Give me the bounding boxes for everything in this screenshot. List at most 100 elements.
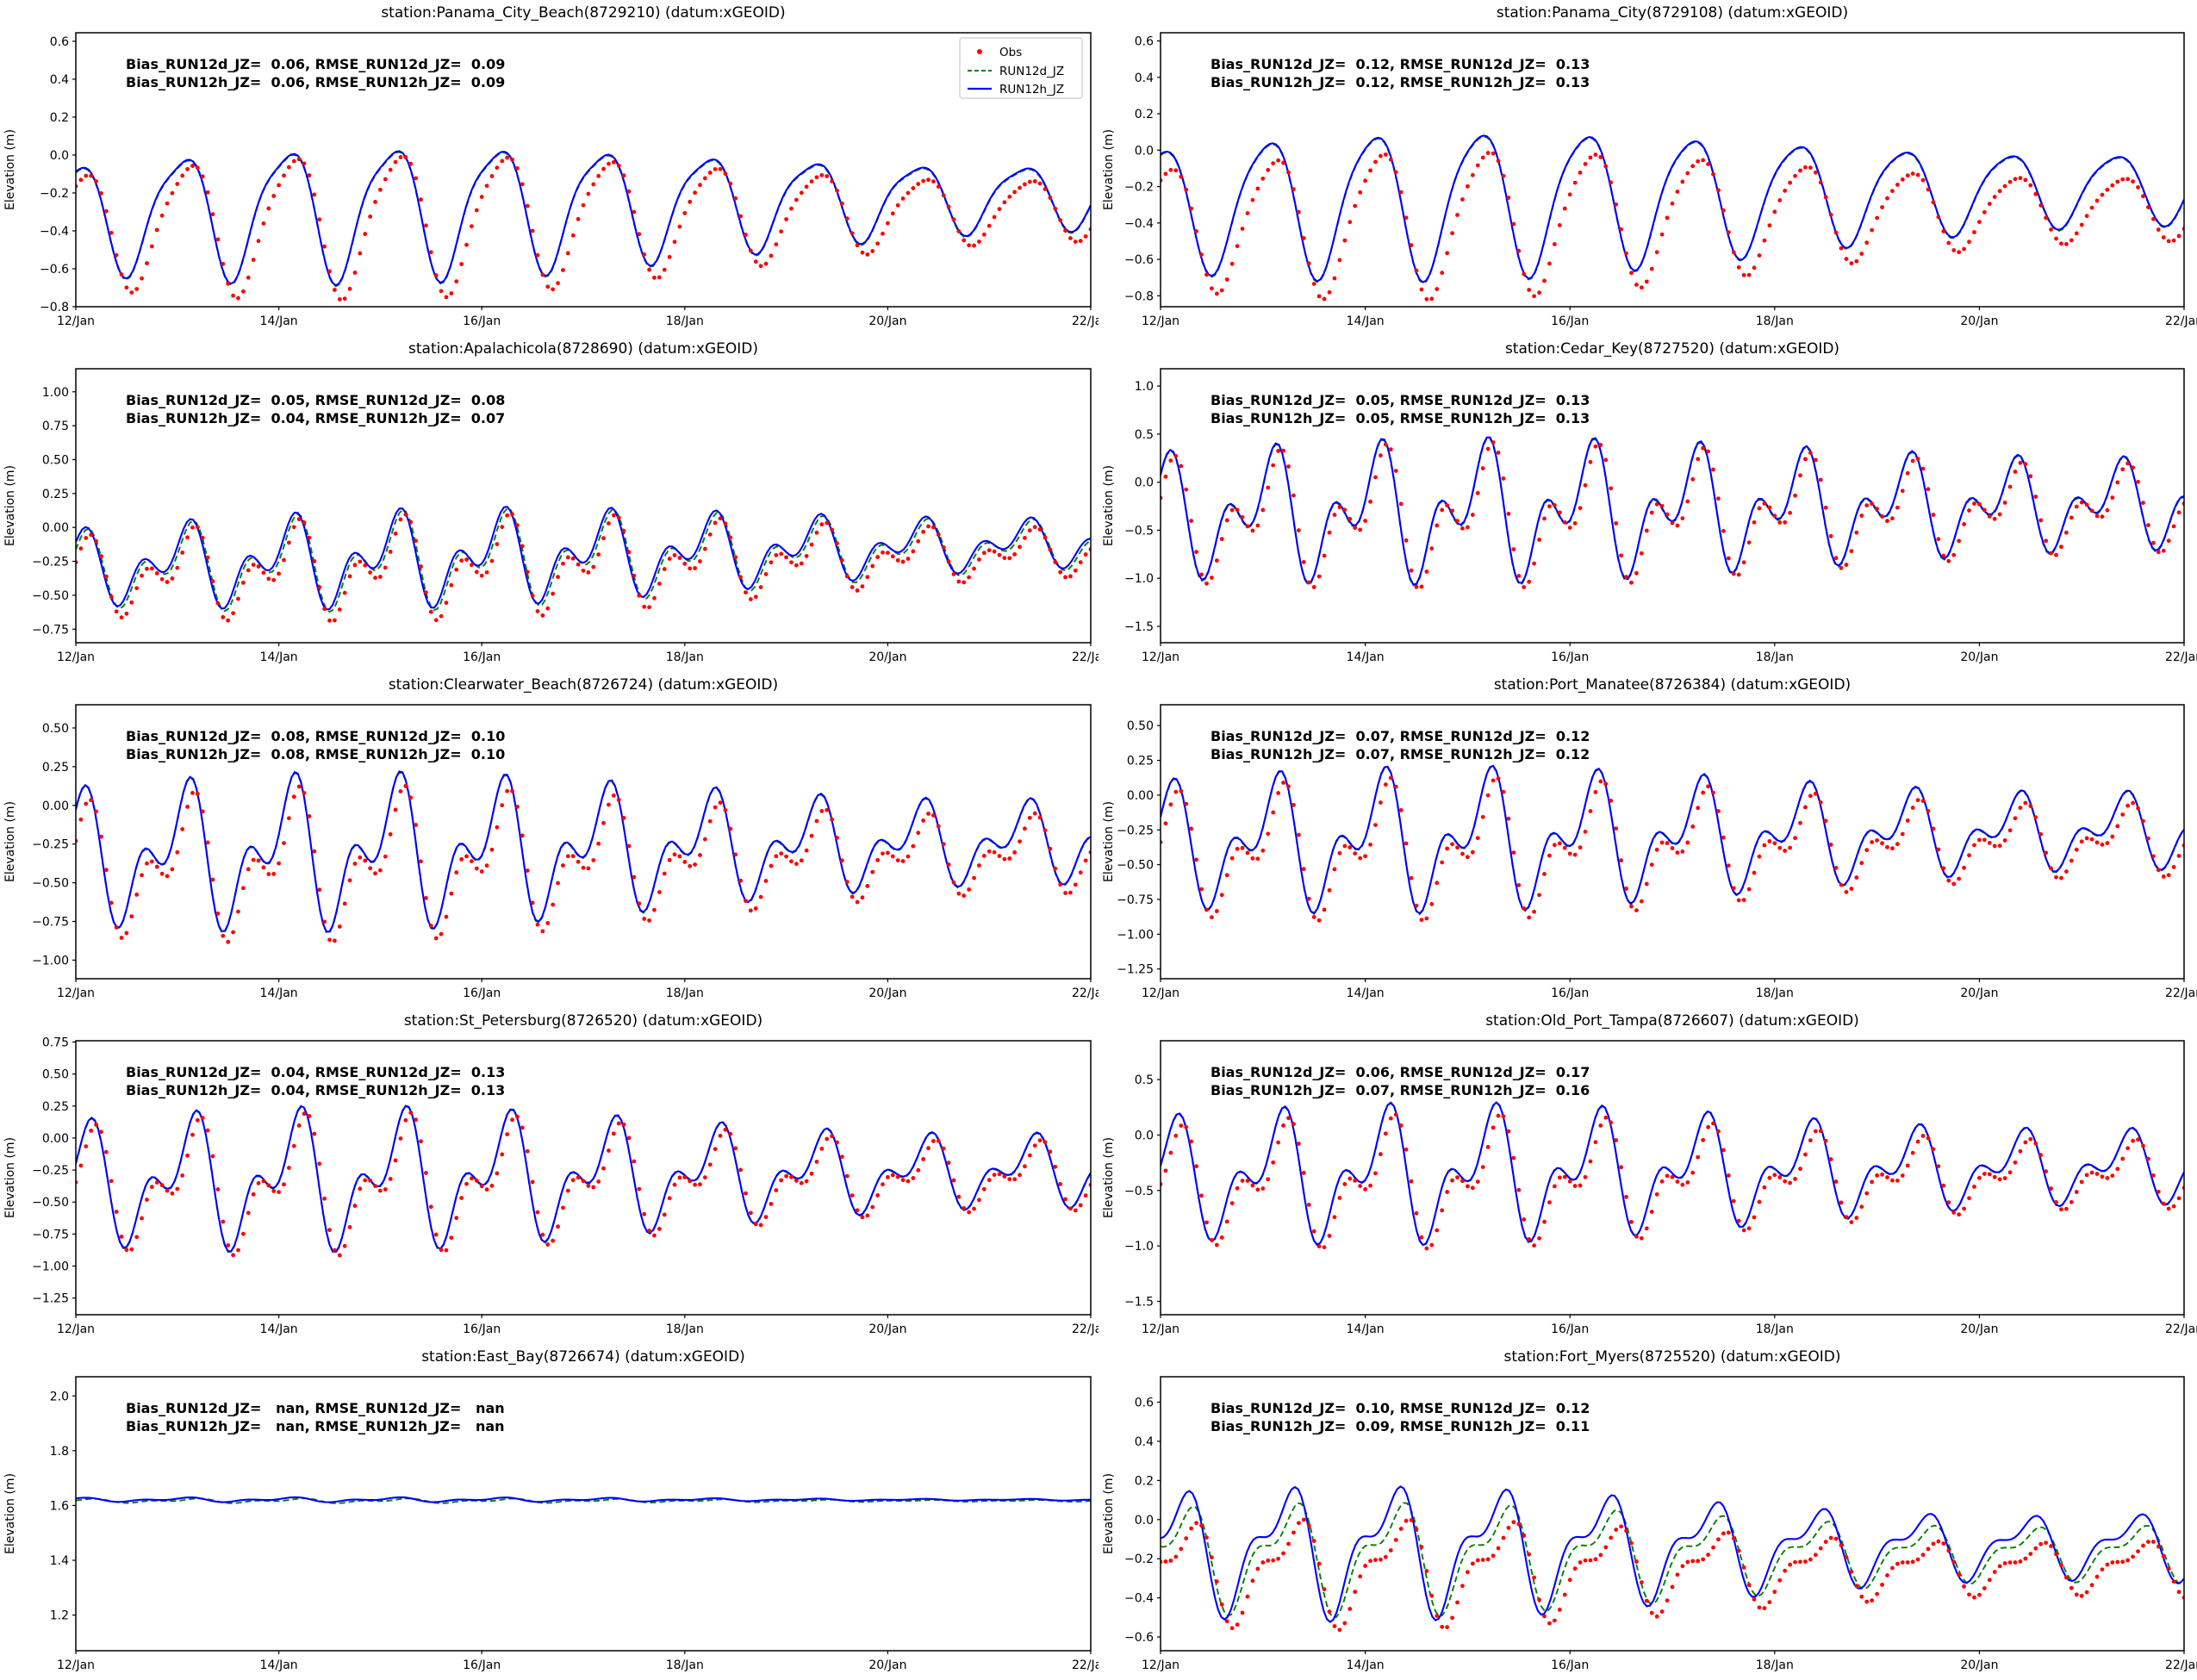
obs-dot (464, 242, 469, 247)
obs-dot (449, 291, 454, 296)
obs-dot (916, 831, 921, 836)
x-tick-label: 14/Jan (1347, 314, 1385, 328)
obs-dot (1783, 189, 1788, 193)
obs-dot (145, 566, 149, 571)
obs-dot (200, 1116, 205, 1120)
obs-dot (1818, 477, 1823, 482)
y-tick-label: 0.00 (42, 521, 69, 535)
obs-dot (789, 560, 794, 565)
obs-dot (185, 805, 190, 809)
obs-dot (1414, 584, 1419, 589)
obs-dot (921, 1157, 926, 1161)
x-tick-label: 22/Jan (1072, 986, 1098, 1000)
obs-dot (2100, 514, 2105, 520)
obs-dot (1327, 1609, 1332, 1615)
obs-dot (175, 1186, 180, 1192)
obs-dot (195, 1117, 200, 1123)
obs-dot (200, 809, 205, 814)
obs-dot (870, 563, 875, 569)
obs-dot (1353, 851, 1358, 856)
obs-dot (1675, 190, 1680, 194)
obs-dot (1235, 1185, 1240, 1191)
obs-dot (900, 1178, 906, 1183)
obs-dot (839, 1154, 844, 1160)
obs-dot (1598, 443, 1603, 447)
y-tick-label: −0.4 (1124, 217, 1154, 231)
obs-dot (616, 797, 621, 802)
obs-dot (2115, 179, 2120, 184)
obs-dot (119, 272, 124, 277)
obs-dot (1680, 849, 1685, 854)
obs-dot (1204, 1220, 1209, 1225)
annotation-bias-rmse-run12h: Bias_RUN12h_JZ= 0.07, RMSE_RUN12h_JZ= 0.… (1211, 1082, 1590, 1098)
obs-dot (1583, 482, 1588, 488)
legend-obs-marker (977, 49, 982, 54)
obs-dot (825, 807, 830, 812)
chart-Old_Port_Tampa: station:Old_Port_Tampa(8726607) (datum:x… (1102, 1012, 2197, 1336)
obs-dot (1788, 180, 1793, 185)
obs-dot (570, 233, 576, 238)
obs-dot (1398, 190, 1403, 195)
obs-dot (1537, 1235, 1541, 1241)
obs-dot (1772, 1173, 1777, 1178)
obs-dot (804, 1179, 809, 1184)
obs-dot (1398, 1527, 1403, 1531)
series-group (1161, 134, 2184, 302)
obs-dot (591, 182, 596, 187)
obs-dot (109, 230, 114, 235)
obs-dot (1363, 519, 1367, 523)
obs-dot (1870, 227, 1875, 233)
obs-dot (1946, 240, 1951, 246)
obs-dot (210, 1154, 215, 1159)
obs-dot (789, 206, 794, 211)
obs-dot (1982, 507, 1987, 513)
obs-dot (2125, 1146, 2131, 1151)
obs-dot (707, 1162, 713, 1167)
obs-dot (881, 550, 885, 555)
obs-dot (1772, 841, 1777, 846)
obs-dot (236, 596, 240, 601)
x-tick-label: 12/Jan (1142, 986, 1179, 1000)
obs-dot (1701, 790, 1706, 795)
obs-dot (231, 1253, 235, 1258)
obs-dot (809, 833, 814, 838)
obs-dot (1854, 258, 1859, 264)
obs-dot (1306, 580, 1311, 585)
obs-dot (1670, 201, 1675, 206)
series-group (1161, 436, 2184, 589)
obs-dot (2084, 214, 2089, 219)
obs-dot (1445, 503, 1450, 508)
obs-dot (809, 542, 814, 547)
y-tick-label: −1.25 (32, 1292, 69, 1306)
x-tick-label: 14/Jan (260, 650, 298, 664)
obs-dot (561, 268, 565, 272)
plot-title: station:Panama_City(8729108) (datum:xGEO… (1497, 4, 1848, 22)
obs-dot (586, 866, 591, 871)
run12d-line (76, 151, 1091, 288)
obs-dot (1772, 513, 1777, 519)
obs-dot (1168, 167, 1173, 172)
obs-dot (1659, 1179, 1665, 1184)
obs-dot (1992, 1174, 1997, 1179)
obs-dot (2079, 500, 2084, 505)
obs-dot (662, 567, 667, 571)
obs-dot (667, 1196, 672, 1201)
obs-dot (1306, 1523, 1311, 1528)
y-tick-label: −0.25 (1117, 824, 1154, 837)
subplot-Panama_City_Beach: station:Panama_City_Beach(8729210) (datu… (0, 0, 1098, 336)
obs-dot (779, 851, 784, 856)
obs-dot (839, 558, 844, 563)
subplot-Clearwater_Beach: station:Clearwater_Beach(8726724) (datum… (0, 672, 1098, 1008)
obs-dot (1163, 171, 1168, 177)
obs-dot (2150, 540, 2156, 545)
obs-dot (185, 535, 190, 540)
obs-dot (1189, 1139, 1194, 1144)
y-tick-label: −0.5 (1124, 524, 1154, 538)
obs-dot (1905, 173, 1910, 178)
obs-dot (1972, 843, 1976, 848)
chart-Cedar_Key: station:Cedar_Key(8727520) (datum:xGEOID… (1102, 340, 2197, 664)
obs-dot (981, 232, 986, 237)
obs-dot (1659, 840, 1665, 845)
obs-dot (266, 576, 271, 582)
obs-dot (89, 1129, 94, 1133)
